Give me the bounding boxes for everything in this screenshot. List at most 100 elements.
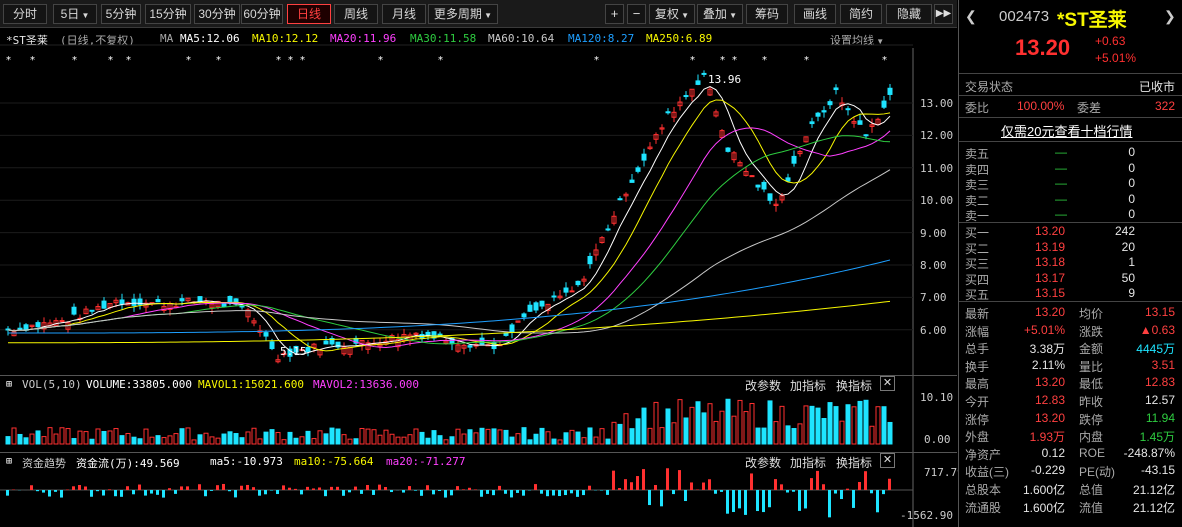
period-tab-15min[interactable]: 15分钟	[145, 4, 191, 24]
vol-axis-top: 10.10	[920, 391, 954, 404]
expand-icon[interactable]: ▶▶	[934, 4, 953, 24]
vol-params-button[interactable]: 改参数	[745, 379, 782, 393]
ask-level-label: 卖四	[965, 162, 990, 177]
fund-ma5-value: ma5:-10.973	[210, 455, 283, 468]
candle-body	[701, 72, 707, 75]
volume-bar	[623, 413, 629, 445]
volume-bar	[233, 433, 239, 445]
fund-flow-bar	[738, 490, 741, 509]
volume-bar	[647, 427, 653, 445]
candle-body	[29, 324, 35, 327]
vol-add-indicator-button[interactable]: 加指标	[790, 379, 827, 393]
stat-label: 金额	[1079, 342, 1104, 357]
volume-bar	[407, 434, 413, 445]
bid-volume: 50	[1121, 270, 1135, 285]
stat-value: ▲0.63	[1139, 322, 1175, 337]
signal-marker: *	[762, 55, 767, 66]
fuquan-button[interactable]: 复权 ▼	[649, 4, 695, 24]
period-tab-60min[interactable]: 60分钟	[241, 4, 283, 24]
toggle-icon[interactable]: ⊞	[6, 379, 13, 390]
fund-flow-bar	[732, 490, 735, 513]
fund-params-button[interactable]: 改参数	[745, 456, 782, 470]
fund-flow-bar	[504, 490, 507, 494]
ma60-line	[7, 169, 891, 334]
high-annotation: 13.96	[708, 73, 742, 86]
volume-bar	[863, 399, 869, 445]
fund-flow-bar	[654, 485, 657, 490]
candle-body	[521, 313, 527, 318]
candle-body	[305, 347, 311, 353]
candle-body	[869, 124, 875, 127]
fund-add-indicator-button[interactable]: 加指标	[790, 456, 827, 470]
fund-switch-indicator-button[interactable]: 换指标	[836, 456, 873, 470]
stat-label: 收益(三)	[965, 465, 1009, 480]
period-tab-daily[interactable]: 日线	[287, 4, 331, 24]
fund-flow-bar	[198, 484, 201, 490]
simple-mode-button[interactable]: 简约	[840, 4, 882, 24]
period-tab-fenshi[interactable]: 分时	[3, 4, 47, 24]
fund-flow-bar	[636, 476, 639, 490]
volume-bar	[137, 438, 143, 445]
period-tab-5day[interactable]: 5日 ▼	[53, 4, 97, 24]
dropdown-arrow-icon: ▼	[481, 11, 493, 20]
stat-label: 流通股	[965, 500, 1002, 515]
fund-flow-bar	[114, 490, 117, 497]
next-stock-button[interactable]: ❯	[1164, 8, 1176, 24]
draw-line-button[interactable]: 画线	[794, 4, 836, 24]
candle-body	[341, 346, 347, 355]
prev-stock-button[interactable]: ❮	[965, 8, 977, 24]
candle-body	[461, 344, 467, 349]
candle-body	[101, 300, 107, 309]
close-icon[interactable]: ✕	[880, 376, 895, 391]
period-tab-more[interactable]: 更多周期 ▼	[428, 4, 498, 24]
volume-bar	[629, 428, 635, 445]
candle-body	[725, 147, 731, 152]
volume-bar	[71, 438, 77, 445]
fund-flow-bar	[366, 484, 369, 490]
ma250-line	[7, 300, 891, 344]
ma-settings-button[interactable]: 设置均线 ▼	[830, 32, 884, 48]
hide-button[interactable]: 隐藏	[886, 4, 932, 24]
stat-label: 换手	[965, 359, 990, 374]
stat-label: 跌停	[1079, 412, 1104, 427]
fund-flow-bar	[132, 490, 135, 495]
period-tab-monthly[interactable]: 月线	[382, 4, 426, 24]
stat-label: 总手	[965, 342, 990, 357]
ask-row: 卖五 — 0	[959, 145, 1182, 161]
stat-value: 3.51	[1151, 357, 1175, 372]
fund-flow-bar	[450, 490, 453, 496]
price-axis-label: 11.00	[920, 161, 954, 175]
bid-row: 买二 13.19 20	[959, 240, 1182, 256]
period-tab-30min[interactable]: 30分钟	[194, 4, 240, 24]
volume-bar	[215, 437, 221, 445]
candle-body	[617, 198, 623, 201]
toggle-icon[interactable]: ⊞	[6, 456, 13, 467]
period-tab-5min[interactable]: 5分钟	[101, 4, 141, 24]
candle-body	[587, 255, 593, 265]
period-tab-weekly[interactable]: 周线	[334, 4, 378, 24]
candle-body	[161, 305, 167, 311]
ask-row: 卖四 — 0	[959, 161, 1182, 177]
close-icon[interactable]: ✕	[880, 453, 895, 468]
chips-button[interactable]: 筹码	[746, 4, 788, 24]
fund-flow-bar	[162, 490, 165, 498]
candle-body	[269, 341, 275, 350]
fund-flow-bar	[6, 490, 9, 496]
overlay-button[interactable]: 叠加 ▼	[697, 4, 743, 24]
fund-flow-bar	[498, 485, 501, 490]
divider	[959, 141, 1182, 142]
candle-body	[275, 359, 281, 363]
candle-body	[311, 343, 317, 349]
fund-flow-bar	[564, 490, 567, 496]
candle-body	[689, 88, 695, 97]
vol-switch-indicator-button[interactable]: 换指标	[836, 379, 873, 393]
zoom-in-button[interactable]: +	[605, 4, 624, 24]
stats-row: 涨幅 +5.01% 涨跌 ▲0.63	[959, 323, 1182, 339]
fund-flow-bar	[750, 473, 753, 490]
volume-bar	[131, 436, 137, 445]
level2-promo-link[interactable]: 仅需20元查看十档行情	[1001, 124, 1133, 139]
divider	[0, 452, 957, 453]
fund-flow-bar	[300, 490, 303, 495]
volume-bar	[545, 431, 551, 445]
zoom-out-button[interactable]: −	[627, 4, 646, 24]
